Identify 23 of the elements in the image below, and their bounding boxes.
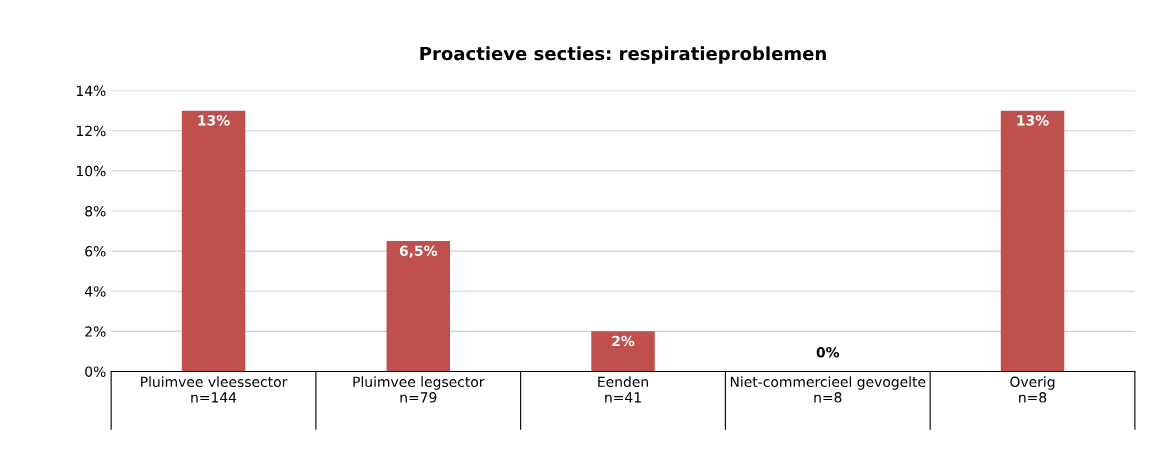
y-tick-label: 14% xyxy=(76,85,106,97)
bar xyxy=(181,110,246,372)
x-tick-label: Eenden n=41 xyxy=(598,376,648,403)
x-tick-label: Overig n=8 xyxy=(1010,376,1055,403)
y-tick-label: 0% xyxy=(85,366,106,377)
data-label: 0% xyxy=(816,347,840,358)
y-tick-label: 12% xyxy=(76,125,106,137)
bar xyxy=(1000,110,1065,372)
x-tick-label: Pluimvee legsector n=79 xyxy=(353,376,485,403)
data-label: 13% xyxy=(1017,115,1049,126)
data-label: 2% xyxy=(612,335,635,347)
x-tick-label: Pluimvee vleessector n=144 xyxy=(141,376,288,403)
data-label: 6,5% xyxy=(399,245,438,258)
y-tick-label: 2% xyxy=(85,326,106,337)
chart-title: Proactieve secties: respiratieproblemen xyxy=(420,46,826,64)
y-tick-label: 10% xyxy=(76,165,106,177)
bar xyxy=(591,331,655,372)
x-tick-label: Niet-commercieel gevogelte n=8 xyxy=(730,376,926,403)
bar xyxy=(386,241,451,372)
y-tick-label: 8% xyxy=(85,205,106,217)
data-label: 13% xyxy=(198,115,230,126)
y-tick-label: 4% xyxy=(84,286,106,297)
y-tick-label: 6% xyxy=(85,246,106,257)
